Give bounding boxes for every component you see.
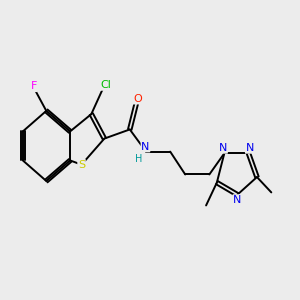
Text: N: N [219, 143, 227, 153]
Text: H: H [135, 154, 142, 164]
Text: F: F [30, 81, 37, 92]
Text: N: N [246, 143, 254, 153]
Text: N: N [141, 142, 150, 152]
Text: O: O [133, 94, 142, 104]
Text: S: S [78, 160, 85, 170]
Text: N: N [233, 195, 242, 205]
Text: Cl: Cl [100, 80, 111, 90]
